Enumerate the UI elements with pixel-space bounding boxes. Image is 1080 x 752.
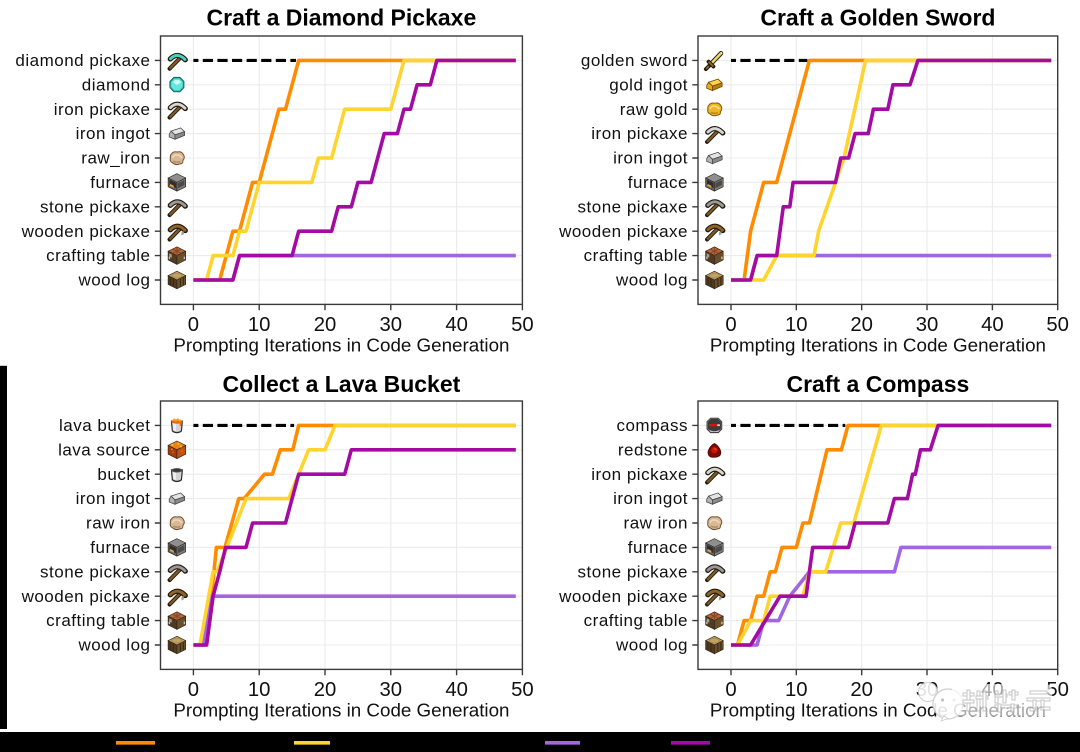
svg-text:0: 0: [188, 679, 199, 701]
svg-text:Craft a Golden Sword: Craft a Golden Sword: [760, 5, 995, 31]
svg-text:stone pickaxe: stone pickaxe: [578, 197, 688, 216]
svg-text:diamond pickaxe: diamond pickaxe: [15, 51, 150, 70]
svg-text:0: 0: [725, 679, 736, 701]
svg-text:furnace: furnace: [628, 538, 688, 557]
svg-text:compass: compass: [616, 416, 688, 435]
svg-text:10: 10: [785, 679, 808, 701]
svg-text:20: 20: [314, 679, 337, 701]
svg-text:wooden pickaxe: wooden pickaxe: [21, 587, 151, 606]
svg-text:iron ingot: iron ingot: [613, 149, 688, 168]
svg-text:Prompting Iterations in Code G: Prompting Iterations in Code Generation: [173, 335, 509, 356]
svg-text:iron ingot: iron ingot: [613, 489, 688, 508]
svg-text:stone pickaxe: stone pickaxe: [578, 562, 688, 581]
svg-text:diamond: diamond: [82, 75, 151, 94]
svg-text:raw_iron: raw_iron: [81, 149, 150, 168]
svg-text:golden sword: golden sword: [581, 51, 688, 70]
svg-text:raw gold: raw gold: [620, 100, 688, 119]
svg-text:0: 0: [725, 314, 736, 336]
svg-text:40: 40: [445, 314, 468, 336]
svg-text:wooden pickaxe: wooden pickaxe: [558, 587, 688, 606]
svg-text:furnace: furnace: [628, 173, 688, 192]
svg-text:raw iron: raw iron: [86, 514, 150, 533]
svg-text:iron pickaxe: iron pickaxe: [54, 100, 151, 119]
svg-text:wood log: wood log: [615, 271, 688, 290]
svg-text:furnace: furnace: [90, 173, 150, 192]
svg-text:crafting table: crafting table: [584, 246, 688, 265]
svg-text:30: 30: [380, 314, 403, 336]
svg-text:30: 30: [916, 314, 939, 336]
svg-text:Prompting Iterations in Code G: Prompting Iterations in Code Generation: [173, 700, 509, 721]
svg-text:bucket: bucket: [97, 465, 150, 484]
svg-text:20: 20: [850, 679, 873, 701]
svg-text:iron pickaxe: iron pickaxe: [591, 124, 688, 143]
svg-text:0: 0: [188, 314, 199, 336]
svg-text:wood log: wood log: [77, 271, 150, 290]
svg-text:gold ingot: gold ingot: [609, 75, 688, 94]
svg-text:lava source: lava source: [58, 440, 150, 459]
svg-text:furnace: furnace: [90, 538, 150, 557]
svg-text:wooden pickaxe: wooden pickaxe: [21, 222, 151, 241]
svg-text:Craft a Compass: Craft a Compass: [787, 371, 970, 397]
svg-text:crafting table: crafting table: [584, 611, 688, 630]
svg-text:crafting table: crafting table: [46, 611, 150, 630]
svg-text:20: 20: [850, 314, 873, 336]
svg-text:40: 40: [445, 679, 468, 701]
svg-text:Prompting Iterations in Code G: Prompting Iterations in Code Generation: [710, 335, 1046, 356]
svg-text:10: 10: [785, 314, 808, 336]
svg-text:50: 50: [1046, 679, 1069, 701]
svg-text:wood log: wood log: [615, 636, 688, 655]
svg-text:Craft a Diamond Pickaxe: Craft a Diamond Pickaxe: [207, 5, 477, 31]
svg-text:30: 30: [380, 679, 403, 701]
svg-text:stone pickaxe: stone pickaxe: [40, 197, 150, 216]
svg-text:10: 10: [248, 314, 271, 336]
svg-text:iron pickaxe: iron pickaxe: [591, 465, 688, 484]
svg-text:50: 50: [511, 314, 534, 336]
svg-text:iron ingot: iron ingot: [76, 489, 151, 508]
svg-text:40: 40: [981, 314, 1004, 336]
svg-text:lava bucket: lava bucket: [59, 416, 151, 435]
svg-text:raw iron: raw iron: [624, 514, 688, 533]
svg-text:50: 50: [1046, 314, 1069, 336]
svg-text:iron ingot: iron ingot: [76, 124, 151, 143]
svg-text:50: 50: [511, 679, 534, 701]
svg-text:stone pickaxe: stone pickaxe: [40, 562, 150, 581]
svg-text:redstone: redstone: [618, 440, 688, 459]
svg-text:20: 20: [314, 314, 337, 336]
svg-text:10: 10: [248, 679, 271, 701]
svg-text:wood log: wood log: [77, 636, 150, 655]
svg-text:crafting table: crafting table: [46, 246, 150, 265]
svg-text:Collect a Lava Bucket: Collect a Lava Bucket: [223, 371, 461, 397]
svg-text:wooden pickaxe: wooden pickaxe: [558, 222, 688, 241]
